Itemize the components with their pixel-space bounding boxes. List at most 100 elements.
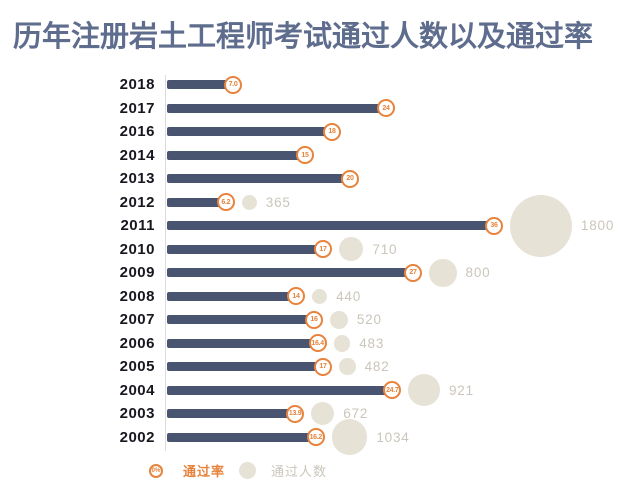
chart-row: 2011 36 1800: [0, 194, 640, 257]
pass-count-bubble: [312, 288, 328, 304]
row-track: 17 482: [155, 355, 640, 379]
pass-count-label: 672: [343, 406, 369, 422]
chart-row: 2016 18: [0, 120, 640, 144]
pass-rate-value-badge: 6.2: [216, 193, 235, 212]
pass-count-bubble: [510, 194, 572, 257]
pass-rate-bar: [167, 338, 315, 348]
chart-row: 2005 17 482: [0, 355, 640, 379]
pass-count-bubble: [311, 402, 335, 426]
year-label: 2004: [119, 381, 155, 399]
pass-count-label: 483: [359, 335, 385, 351]
year-label: 2002: [119, 428, 155, 446]
year-label: 2003: [119, 405, 155, 423]
pass-rate-value-badge: 16: [305, 310, 323, 329]
pass-rate-value-badge: 13.9: [286, 404, 305, 423]
row-track: 27 800: [155, 259, 640, 287]
chart-row: 2007 16 520: [0, 308, 640, 332]
chart-row: 2006 16.4 483: [0, 332, 640, 356]
pass-count-label: 440: [336, 288, 362, 304]
row-track: 7.0: [155, 73, 640, 97]
chart-row: 2018 7.0: [0, 73, 640, 97]
pass-rate-bar: [167, 409, 293, 419]
pass-rate-bar: [167, 221, 491, 231]
year-label: 2010: [119, 240, 155, 258]
pass-count-bubble: [429, 259, 457, 287]
pass-rate-value-badge: 20: [341, 169, 359, 188]
pass-rate-value-badge: 7.0: [224, 75, 242, 94]
row-track: 15: [155, 144, 640, 168]
chart-row: 2012 6.2 365: [0, 191, 640, 215]
pass-count-bubble: [408, 374, 440, 407]
chart-row: 2008 14 440: [0, 285, 640, 309]
pass-count-label: 710: [372, 241, 398, 257]
year-label: 2007: [119, 311, 155, 329]
pass-rate-bar: [167, 174, 347, 184]
pass-count-bubble: [330, 310, 348, 329]
pass-count-bubble: [339, 358, 356, 376]
year-label: 2016: [119, 123, 155, 141]
legend: 0% 通过率 通过人数: [149, 461, 327, 480]
year-label: 2014: [119, 146, 155, 164]
pass-rate-legend-icon: 0%: [149, 463, 163, 478]
pass-rate-value-badge: 24: [377, 99, 395, 118]
pass-count-legend-label: 通过人数: [271, 464, 328, 479]
row-track: 16.4 483: [155, 332, 640, 356]
year-label: 2009: [119, 264, 155, 282]
pass-rate-bar: [167, 362, 320, 372]
pass-rate-value-badge: 24.7: [383, 381, 402, 400]
pass-rate-bar: [167, 150, 302, 160]
pass-count-legend-icon: [239, 462, 257, 479]
year-label: 2012: [119, 193, 155, 211]
year-label: 2011: [120, 217, 155, 235]
pass-rate-legend-label: 通过率: [183, 464, 226, 479]
year-label: 2017: [119, 99, 155, 117]
pass-rate-bar: [167, 197, 223, 207]
pass-rate-value-badge: 17: [314, 357, 332, 376]
pass-rate-bar: [167, 103, 383, 113]
chart-row: 2004 24.7 921: [0, 374, 640, 407]
pass-rate-value-badge: 18: [323, 122, 341, 141]
chart-row: 2010 17 710: [0, 237, 640, 262]
row-track: 16.2 1034: [155, 419, 640, 456]
pass-count-bubble: [331, 419, 368, 456]
year-label: 2006: [119, 334, 155, 352]
pass-rate-value-badge: 36: [485, 216, 503, 235]
pass-rate-value-badge: 17: [314, 240, 332, 259]
pass-rate-bar: [167, 432, 313, 442]
pass-rate-value-badge: 27: [404, 263, 422, 282]
chart-row: 2017 24: [0, 97, 640, 121]
row-track: 14 440: [155, 285, 640, 309]
row-track: 36 1800: [155, 194, 640, 257]
y-axis-line: [165, 75, 166, 451]
pass-rate-value-badge: 15: [296, 146, 314, 165]
pass-count-label: 482: [364, 359, 390, 375]
row-track: 13.9 672: [155, 402, 640, 426]
row-track: 17 710: [155, 237, 640, 262]
pass-rate-bar: [167, 80, 230, 90]
chart-row: 2003 13.9 672: [0, 402, 640, 426]
pass-rate-bar: [167, 244, 320, 254]
pass-count-bubble: [241, 194, 257, 210]
year-label: 2005: [119, 358, 155, 376]
row-track: 24: [155, 97, 640, 121]
chart-row: 2014 15: [0, 144, 640, 168]
pass-count-label: 1800: [580, 218, 615, 234]
row-track: 16 520: [155, 308, 640, 332]
pass-count-label: 520: [356, 312, 382, 328]
row-track: 6.2 365: [155, 191, 640, 215]
pass-rate-bar: [167, 385, 390, 395]
pass-count-label: 365: [265, 194, 291, 210]
pass-rate-bar: [167, 268, 410, 278]
pass-count-bubble: [339, 237, 364, 262]
pass-count-label: 1034: [376, 429, 410, 445]
chart-rows: 2018 7.0 2017 24 2016 18 2014 15: [0, 73, 640, 456]
pass-rate-bar: [167, 315, 311, 325]
pass-rate-legend-symbol: 0%: [151, 467, 161, 474]
row-track: 20: [155, 167, 640, 191]
year-label: 2018: [119, 76, 155, 94]
pass-rate-bar: [167, 291, 293, 301]
pass-rate-value-badge: 16.2: [306, 428, 325, 447]
pass-count-label: 800: [465, 265, 491, 281]
chart-row: 2009 27 800: [0, 259, 640, 287]
